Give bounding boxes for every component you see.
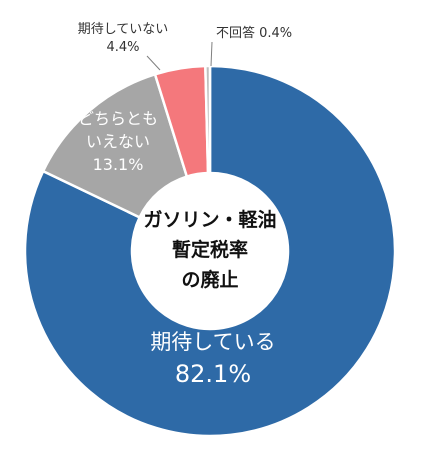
label-neutral-line-2: いえない <box>86 132 150 151</box>
label-expect: 期待している <box>150 330 275 354</box>
slice-labels: 期待している 82.1% どちらとも いえない 13.1% 期待していない 4.… <box>78 22 292 388</box>
center-label-line-2: 暫定税率 <box>172 238 248 261</box>
label-neutral-line-1: どちらとも <box>78 109 158 128</box>
label-no-answer: 不回答 0.4% <box>216 25 292 41</box>
value-expect: 82.1% <box>175 360 251 388</box>
leader-not-expect <box>146 55 161 71</box>
leader-no-answer <box>210 41 213 67</box>
leader-lines <box>146 41 213 71</box>
center-label: ガソリン・軽油 暫定税率 の廃止 <box>132 173 288 329</box>
value-not-expect: 4.4% <box>106 40 139 55</box>
donut-slices <box>23 64 397 438</box>
center-hole <box>132 173 288 329</box>
center-label-line-3: の廃止 <box>181 268 238 291</box>
center-label-line-1: ガソリン・軽油 <box>143 209 276 231</box>
value-neutral: 13.1% <box>93 155 144 174</box>
label-not-expect: 期待していない <box>78 22 169 37</box>
